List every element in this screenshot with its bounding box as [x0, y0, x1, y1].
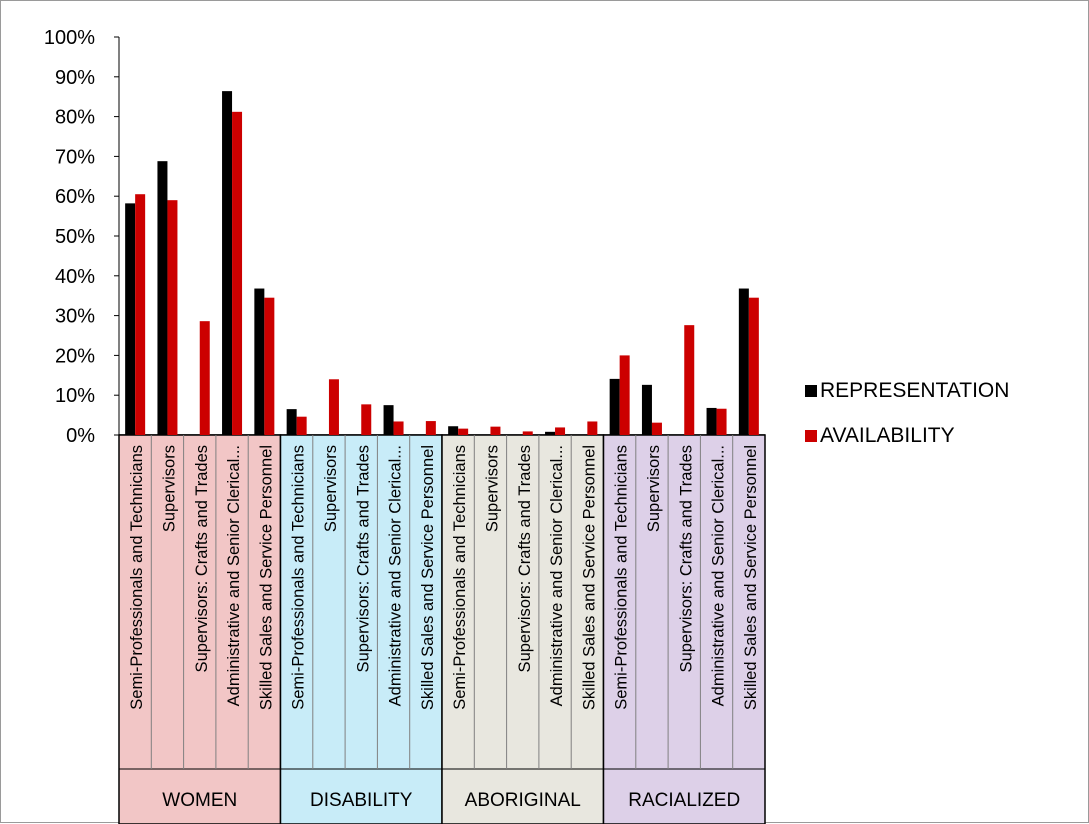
group-backgrounds — [118, 434, 766, 824]
y-tick-label: 60% — [55, 186, 95, 208]
bar-availability — [619, 355, 630, 435]
bar-representation — [738, 288, 749, 435]
category-labels: Semi-Professionals and Technicians Superv… — [128, 445, 760, 710]
group-background — [118, 434, 282, 824]
y-tick-label: 40% — [55, 266, 95, 288]
bar-representation — [609, 378, 620, 435]
bar-availability — [199, 321, 210, 435]
category-label: Skilled Sales and Service Personnel — [257, 445, 275, 710]
bar-availability — [458, 428, 469, 435]
y-tick-label: 30% — [55, 306, 95, 328]
category-label: Supervisors: Crafts and Trades — [516, 445, 534, 672]
bar-representation — [641, 384, 652, 435]
bar-availability — [135, 194, 146, 435]
category-label: Skilled Sales and Service Personnel — [580, 445, 598, 710]
bar-availability — [651, 422, 662, 435]
legend: REPRESENTATION AVAILABILITY — [805, 379, 1009, 447]
bar-availability — [296, 416, 307, 435]
category-label: Administrative and Senior Clerical... — [387, 445, 405, 706]
bars — [125, 91, 759, 436]
bar-representation — [545, 431, 556, 435]
bar-representation — [157, 161, 168, 435]
y-tick-label: 50% — [55, 226, 95, 248]
bar-availability — [748, 297, 759, 435]
group-background — [279, 434, 443, 824]
category-label: Skilled Sales and Service Personnel — [742, 445, 760, 710]
bar-availability — [425, 421, 436, 435]
y-tick-label: 0% — [66, 425, 95, 447]
category-label: Supervisors: Crafts and Trades — [354, 445, 372, 672]
bar-availability — [167, 200, 178, 435]
y-tick-label: 20% — [55, 345, 95, 367]
category-label: Skilled Sales and Service Personnel — [419, 445, 437, 710]
bar-availability — [684, 325, 695, 435]
bar-representation — [448, 426, 459, 435]
bar-representation — [383, 405, 394, 435]
group-label: ABORIGINAL — [465, 790, 581, 811]
bar-availability — [490, 426, 501, 435]
legend-label: REPRESENTATION — [820, 379, 1009, 402]
bar-representation — [222, 91, 233, 436]
legend-swatch — [805, 385, 817, 397]
bar-availability — [522, 431, 533, 435]
bar-availability — [393, 421, 404, 435]
category-label: Supervisors — [645, 445, 663, 532]
group-background — [441, 434, 605, 824]
bar-representation — [286, 409, 297, 435]
group-label: WOMEN — [162, 790, 237, 811]
bar-availability — [232, 111, 243, 435]
category-label: Semi-Professionals and Technicians — [613, 445, 631, 710]
bar-representation — [125, 203, 136, 435]
y-tick-label: 80% — [55, 107, 95, 129]
category-label: Supervisors — [322, 445, 340, 532]
category-label: Semi-Professionals and Technicians — [451, 445, 469, 710]
category-label: Supervisors: Crafts and Trades — [193, 445, 211, 672]
group-label: DISABILITY — [310, 790, 413, 811]
category-label: Supervisors: Crafts and Trades — [677, 445, 695, 672]
y-tick-label: 100% — [44, 27, 95, 49]
y-tick-label: 90% — [55, 67, 95, 89]
category-label: Semi-Professionals and Technicians — [128, 445, 146, 710]
category-label: Administrative and Senior Clerical... — [225, 445, 243, 706]
group-label: RACIALIZED — [628, 790, 740, 811]
bar-availability — [328, 379, 339, 435]
legend-swatch — [805, 430, 817, 442]
y-tick-label: 70% — [55, 146, 95, 168]
category-label: Administrative and Senior Clerical... — [710, 445, 728, 706]
bar-availability — [361, 404, 372, 435]
bar-availability — [264, 297, 275, 435]
category-label: Supervisors — [483, 445, 501, 532]
legend-label: AVAILABILITY — [820, 424, 955, 447]
category-label: Semi-Professionals and Technicians — [290, 445, 308, 710]
group-background — [602, 434, 766, 824]
bar-availability — [587, 421, 598, 435]
category-label: Supervisors — [160, 445, 178, 532]
bar-availability — [555, 427, 566, 435]
category-label: Administrative and Senior Clerical... — [548, 445, 566, 706]
bar-availability — [716, 408, 727, 435]
group-labels: WOMEN DISABILITY ABORIGINAL RACIALIZED — [162, 790, 740, 811]
y-axis: 0% 10% 20% 30% 40% 50% 60% 70% 80% 90% 100% — [44, 27, 765, 447]
y-tick-label: 10% — [55, 385, 95, 407]
bar-representation — [706, 407, 717, 435]
bar-representation — [254, 288, 265, 435]
